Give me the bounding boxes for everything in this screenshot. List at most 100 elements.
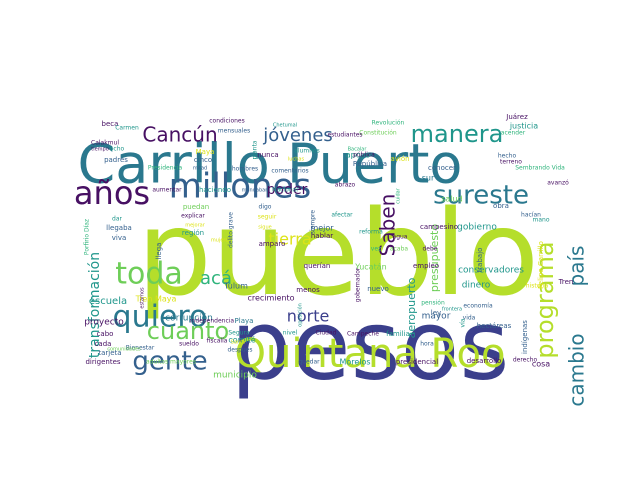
word-region: región [182, 229, 204, 237]
word-quedar: quedar [298, 359, 320, 366]
word-fiscalia: fiscalía [207, 338, 228, 345]
word-luchas: luchas [288, 157, 305, 163]
word-llegaba: llegaba [106, 224, 132, 232]
word-amparo: amparo [259, 240, 286, 248]
word-cancun: Cancún [142, 123, 217, 147]
word-comentarios: comentarios [271, 168, 308, 175]
word-playa: Playa [235, 317, 254, 325]
word-justicia: justicia [509, 122, 538, 131]
word-corrupcion: corrupción [165, 313, 213, 324]
word-viva: viva [112, 234, 127, 242]
word-municipio: municipio [213, 371, 257, 381]
word-delito-grave: delito grave [228, 212, 235, 248]
word-cabo: cabo [97, 330, 114, 338]
word-toda: toda [115, 257, 183, 292]
word-planta: planta [252, 140, 259, 159]
word-sueldo: sueldo [179, 341, 199, 348]
word-desarrollo: desarrollo [467, 357, 502, 365]
word-vida: vida [463, 315, 476, 322]
word-segura: Segura [228, 330, 250, 337]
word-empleo: empleo [413, 262, 439, 270]
word-pais: país [565, 246, 589, 287]
word-mejorar: mejorar [185, 223, 206, 229]
word-tren: Tren [558, 278, 574, 286]
word-llega: llega [155, 243, 163, 260]
word-millones: millones [169, 167, 311, 207]
word-mujeres: mujeres [211, 238, 232, 244]
word-hectareas: hectáreas [477, 322, 512, 330]
word-cambio: cambio [565, 333, 589, 406]
word-explicar: explicar [181, 213, 205, 220]
word-puedan: puedan [183, 203, 209, 211]
word-pension: pensión [421, 300, 445, 307]
word-reforma: reforma [359, 229, 383, 236]
word-tulum: Tulum [223, 282, 248, 291]
word-salud: salud [441, 195, 462, 204]
word-nacional: Nacional [272, 187, 298, 194]
word-cosa: cosa [532, 360, 550, 369]
word-hora: hora [420, 341, 434, 348]
word-terreno: terreno [500, 159, 522, 166]
word-chetumal: Chetumal [273, 123, 297, 129]
word-santa: Santa [231, 340, 245, 346]
word-hombres: hombres [232, 166, 258, 173]
word-cuidar: cuidar [396, 187, 402, 204]
word-mandaban: mandaban [242, 188, 269, 194]
word-morelos: Morelos [339, 358, 370, 367]
word-frontera: frontera [442, 307, 462, 313]
word-norte: norte [287, 307, 330, 326]
word-economia: economía [463, 303, 493, 310]
word-proyecto: proyecto [84, 318, 124, 328]
word-quintana-roo: Quintana Roo [234, 331, 505, 377]
word-tarjeta: tarjeta [98, 349, 121, 357]
word-aumentar: aumentar [152, 187, 182, 194]
word-despues: después [227, 347, 252, 354]
word-oposicion: oposición [297, 303, 304, 327]
word-mitad: mitad [193, 166, 207, 172]
word-aeropuerto: aeropuerto [405, 277, 418, 338]
word-derecho: derecho [513, 357, 538, 364]
word-sembrando-vida: Sembrando Vida [515, 165, 565, 172]
word-felipe-carrillo: Felipe Carrillo [537, 241, 545, 289]
word-acender: acender [501, 130, 526, 137]
word-campeche: Campeche [347, 331, 379, 338]
word-cinco: cinco [194, 156, 212, 164]
word-menos: menos [296, 286, 320, 294]
word-nunca: nunca [257, 151, 278, 159]
word-digo: digo [259, 204, 272, 211]
word-aca: acá [200, 268, 232, 289]
word-avion: avión [390, 155, 409, 163]
word-abrazo: abrazo [335, 182, 356, 189]
word-vez: vez [371, 246, 381, 253]
word-conservadores: conservadores [458, 266, 524, 276]
word-apoyo: apoyo [346, 151, 371, 160]
word-republica: República [353, 160, 387, 168]
word-ley: ley [431, 309, 441, 317]
word-haciendo: haciendo [199, 186, 231, 194]
word-dar: dar [112, 216, 122, 223]
word-manera: manera [411, 120, 504, 148]
word-padres: padres [104, 156, 128, 164]
word-adultos-mayores: adultos mayores [146, 359, 196, 366]
word-hacian: hacían [521, 212, 541, 219]
word-campesino: campesino [420, 223, 458, 231]
word-acaba: acaba [390, 246, 408, 253]
word-seguir: seguir [258, 214, 277, 221]
word-transformacion: transformación [87, 252, 103, 358]
word-dinero: dinero [462, 281, 491, 291]
word-ocho: ocho [110, 146, 125, 153]
word-pueblo: pueblo [137, 184, 539, 322]
word-debe: debe [423, 246, 438, 253]
word-indigenas: indígenas [521, 320, 529, 354]
word-bacalar: Bacalar [348, 147, 368, 153]
word-anos: años [74, 174, 150, 212]
word-bienestar: Bienestar [126, 345, 155, 352]
word-gobierno: gobierno [457, 223, 497, 233]
word-obra: obra [493, 202, 509, 210]
word-mayor: mayor [422, 312, 451, 322]
word-poder: poder [267, 182, 308, 198]
word-mano: mano [533, 217, 550, 224]
word-mejor: mejor [310, 224, 334, 233]
